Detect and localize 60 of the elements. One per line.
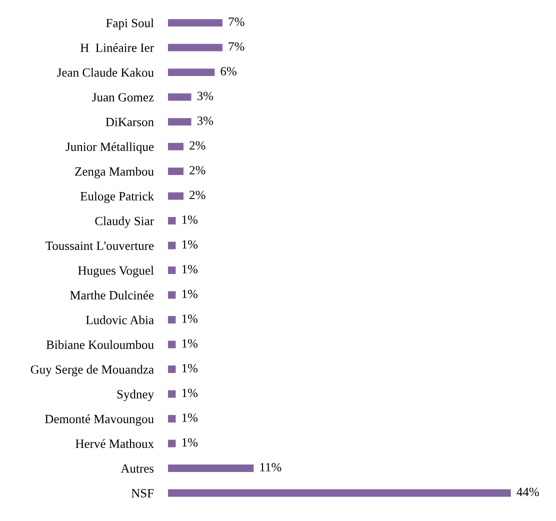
bar — [168, 19, 222, 27]
y-tick-label: Juan Gomez — [92, 93, 154, 102]
y-tick-label: DiKarson — [106, 118, 154, 126]
y-tick-label: Demonté Mavoungou — [45, 414, 154, 426]
bar — [168, 68, 215, 76]
y-tick-label: Guy Serge de Mouandza — [30, 364, 154, 376]
bar — [168, 316, 176, 324]
y-tick-label: Zenga Mambou — [75, 166, 154, 178]
bar — [168, 440, 176, 448]
y-tick-label: Toussaint L'ouverture — [46, 242, 154, 250]
y-tick-label: H Linéaire Ier — [80, 43, 154, 52]
y-tick-label: Euloge Patrick — [80, 192, 154, 204]
y-tick-label: Marthe Dulcinée — [70, 290, 154, 300]
bar — [168, 192, 184, 200]
bar — [168, 168, 184, 175]
bar — [168, 44, 222, 52]
y-tick-label: Bibiane Kouloumbou — [46, 340, 154, 349]
data-label: 11% — [260, 462, 282, 472]
bar — [168, 142, 184, 150]
bar — [168, 340, 176, 348]
y-tick-label: NSF — [131, 489, 154, 498]
bar — [168, 291, 176, 299]
data-label: 1% — [182, 438, 198, 447]
data-label: 1% — [182, 413, 198, 422]
y-tick-label: Autres — [120, 464, 154, 473]
y-tick-label: Sydney — [117, 390, 154, 402]
data-label: 2% — [190, 190, 206, 200]
data-label: 7% — [228, 17, 244, 26]
bar — [168, 415, 176, 422]
data-label: 1% — [182, 264, 198, 274]
data-label: 3% — [197, 116, 214, 125]
data-label: 2% — [190, 141, 206, 150]
y-tick-label: Hervé Mathoux — [76, 439, 154, 448]
y-tick-label: Ludovic Abia — [86, 315, 154, 324]
y-tick-label: Hugues Voguel — [78, 266, 154, 278]
y-tick-label: Junior Métallique — [66, 142, 154, 154]
data-label: 1% — [182, 339, 198, 348]
data-label: 44% — [516, 488, 539, 496]
data-label: 6% — [220, 66, 236, 76]
data-label: 1% — [182, 240, 198, 249]
y-tick-label: Jean Claude Kakou — [57, 68, 154, 77]
bar — [168, 93, 192, 101]
bar — [168, 390, 176, 398]
data-label: 1% — [182, 290, 198, 298]
bar — [168, 118, 192, 126]
data-label: 1% — [182, 388, 198, 398]
bar — [168, 266, 176, 274]
y-tick-label: Claudy Siar — [95, 216, 154, 228]
bar — [168, 217, 176, 224]
data-label: 1% — [182, 314, 198, 323]
bar — [168, 464, 254, 472]
y-tick-label: Fapi Soul — [106, 18, 154, 30]
data-label: 1% — [182, 364, 198, 372]
data-label: 2% — [190, 166, 206, 174]
data-label: 3% — [197, 92, 214, 100]
bar — [168, 242, 176, 250]
bar — [168, 489, 511, 497]
bar — [168, 366, 176, 373]
data-label: 7% — [228, 42, 244, 51]
data-label: 1% — [182, 215, 198, 224]
